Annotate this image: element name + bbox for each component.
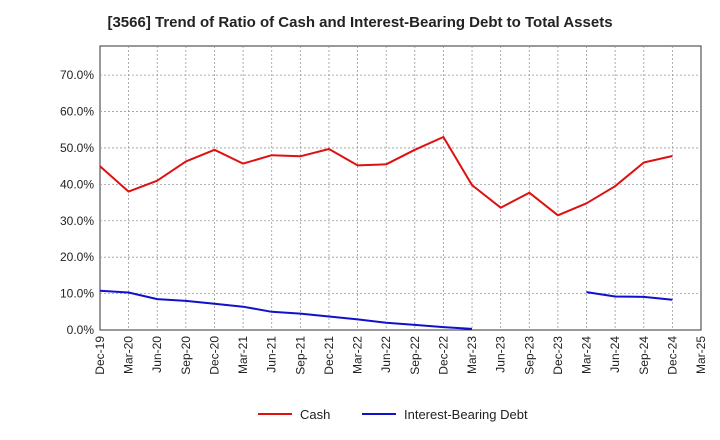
x-tick-label: Jun-24 — [608, 336, 622, 373]
x-tick-label: Jun-23 — [494, 336, 508, 373]
x-tick-label: Dec-23 — [551, 336, 565, 375]
y-tick-label: 20.0% — [60, 250, 94, 264]
y-tick-label: 40.0% — [60, 177, 94, 191]
x-tick-label: Jun-20 — [150, 336, 164, 373]
chart-title: [3566] Trend of Ratio of Cash and Intere… — [107, 14, 613, 31]
x-tick-label: Mar-22 — [351, 336, 365, 374]
x-tick-label: Dec-20 — [207, 336, 221, 375]
y-tick-label: 70.0% — [60, 68, 94, 82]
x-tick-label: Mar-20 — [122, 336, 136, 374]
series-line-interest-bearing-debt — [586, 291, 673, 301]
x-tick-label: Mar-24 — [580, 336, 594, 374]
plot-area — [99, 45, 702, 331]
series-line-interest-bearing-debt — [99, 289, 473, 330]
x-tick-label: Dec-19 — [93, 336, 107, 375]
x-tick-label: Sep-20 — [179, 336, 193, 375]
x-tick-label: Dec-24 — [665, 336, 679, 375]
y-tick-label: 50.0% — [60, 141, 94, 155]
x-tick-label: Dec-21 — [322, 336, 336, 375]
y-tick-label: 60.0% — [60, 105, 94, 119]
series-line-cash — [99, 136, 673, 217]
y-tick-label: 30.0% — [60, 214, 94, 228]
x-tick-label: Jun-21 — [265, 336, 279, 373]
x-tick-label: Dec-22 — [436, 336, 450, 375]
x-tick-label: Jun-22 — [379, 336, 393, 373]
x-tick-label: Sep-23 — [522, 336, 536, 375]
x-tick-label: Mar-23 — [465, 336, 479, 374]
y-tick-label: 10.0% — [60, 287, 94, 301]
x-tick-label: Sep-24 — [637, 336, 651, 375]
x-tick-label: Mar-25 — [694, 336, 708, 374]
legend-label: Interest-Bearing Debt — [404, 407, 528, 422]
x-tick-label: Sep-22 — [408, 336, 422, 375]
x-tick-label: Sep-21 — [293, 336, 307, 375]
x-tick-label: Mar-21 — [236, 336, 250, 374]
legend-label: Cash — [300, 407, 330, 422]
y-tick-label: 0.0% — [67, 323, 95, 337]
